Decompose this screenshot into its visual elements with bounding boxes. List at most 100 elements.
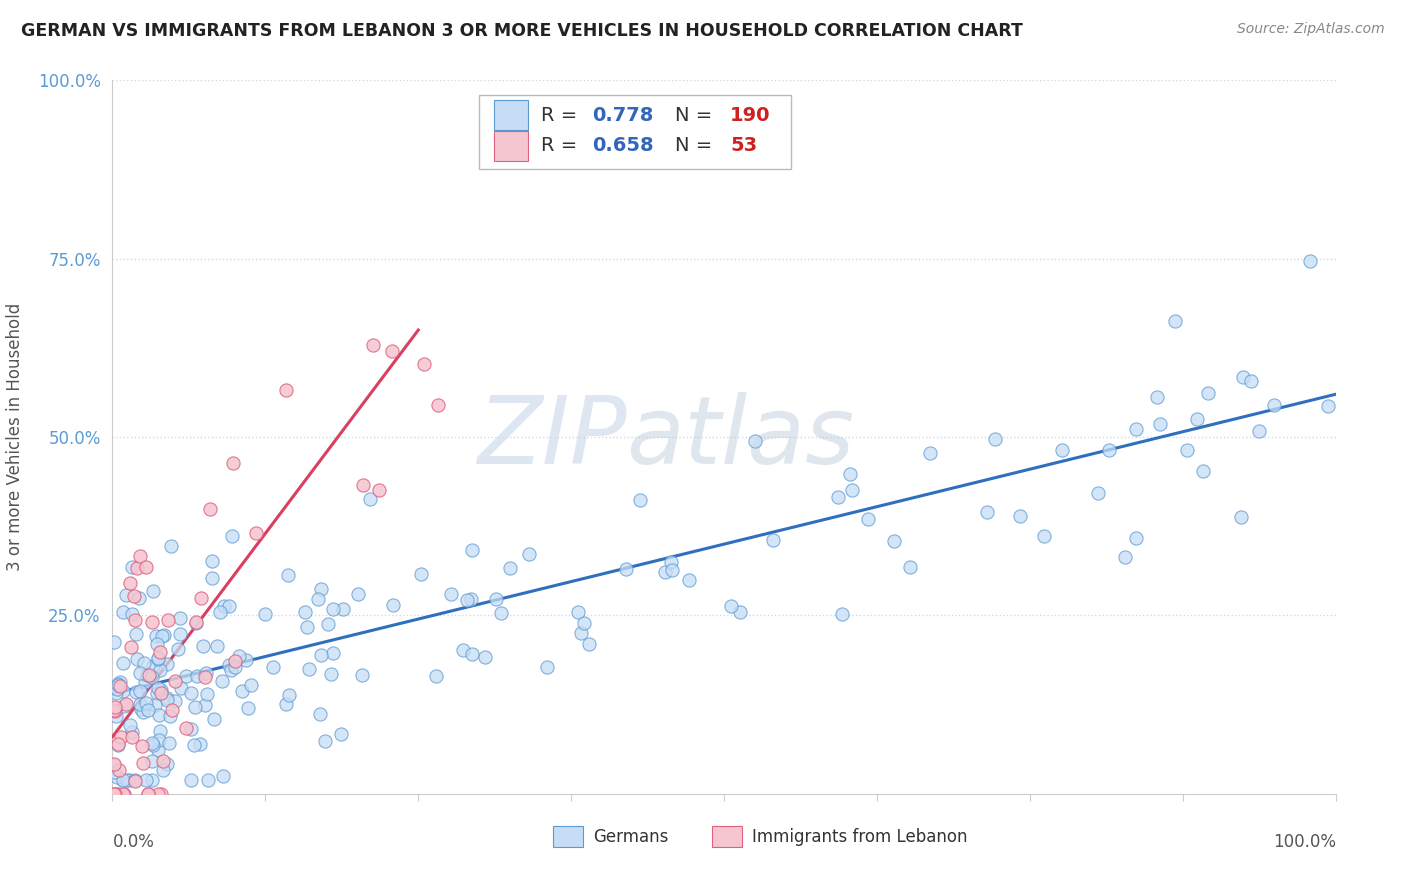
Point	[149, 723, 172, 738]
Point	[197, 772, 219, 787]
Point	[141, 736, 163, 750]
Point	[103, 765, 125, 780]
Point	[1230, 509, 1253, 524]
Point	[174, 722, 197, 736]
Point	[103, 757, 125, 772]
Point	[630, 492, 652, 507]
Point	[461, 542, 484, 557]
Point	[149, 787, 172, 801]
Point	[156, 757, 179, 772]
Point	[188, 737, 211, 751]
Point	[148, 733, 170, 747]
Text: atlas: atlas	[626, 392, 855, 483]
Point	[307, 592, 329, 607]
Point	[125, 684, 148, 698]
Point	[146, 652, 169, 666]
Point	[838, 467, 860, 481]
Point	[239, 677, 262, 691]
Point	[314, 734, 336, 748]
Point	[121, 607, 143, 621]
Point	[111, 772, 134, 787]
Point	[276, 697, 298, 711]
Point	[118, 576, 141, 591]
Point	[277, 688, 299, 702]
Point	[129, 698, 152, 712]
Point	[194, 670, 217, 684]
Text: R =: R =	[541, 106, 583, 125]
Point	[984, 432, 1007, 446]
Text: R =: R =	[541, 136, 583, 155]
Point	[103, 787, 125, 801]
Point	[567, 605, 589, 619]
Point	[107, 787, 129, 801]
Point	[411, 566, 433, 581]
Point	[111, 657, 134, 671]
Point	[184, 700, 207, 714]
Point	[1197, 386, 1219, 401]
Point	[1316, 399, 1339, 413]
Point	[1052, 443, 1074, 458]
Point	[118, 772, 141, 787]
Point	[149, 663, 172, 677]
Point	[309, 707, 332, 722]
Point	[536, 660, 558, 674]
Point	[1114, 549, 1136, 564]
Point	[135, 772, 157, 787]
Point	[352, 667, 374, 681]
Point	[201, 554, 224, 568]
Text: 0.0%: 0.0%	[112, 833, 155, 851]
Point	[1263, 398, 1285, 412]
Point	[169, 611, 191, 625]
Point	[148, 645, 170, 659]
Point	[186, 615, 208, 629]
Point	[1185, 412, 1208, 426]
Point	[1087, 485, 1109, 500]
Point	[132, 756, 155, 771]
Point	[224, 655, 246, 669]
Point	[146, 681, 169, 695]
Point	[578, 637, 600, 651]
Point	[359, 491, 381, 506]
Point	[160, 539, 183, 553]
Point	[112, 698, 135, 713]
Point	[295, 620, 318, 634]
Point	[111, 772, 134, 787]
Point	[110, 731, 132, 745]
Point	[156, 657, 179, 671]
Point	[107, 678, 129, 692]
Point	[142, 584, 165, 599]
Point	[274, 383, 297, 397]
Y-axis label: 3 or more Vehicles in Household: 3 or more Vehicles in Household	[6, 303, 24, 571]
Text: Immigrants from Lebanon: Immigrants from Lebanon	[752, 828, 967, 846]
Point	[1125, 421, 1147, 435]
Text: GERMAN VS IMMIGRANTS FROM LEBANON 3 OR MORE VEHICLES IN HOUSEHOLD CORRELATION CH: GERMAN VS IMMIGRANTS FROM LEBANON 3 OR M…	[21, 22, 1024, 40]
Point	[298, 662, 321, 676]
Point	[159, 708, 181, 723]
Point	[254, 607, 277, 621]
Point	[112, 787, 135, 801]
Point	[352, 478, 374, 492]
Point	[332, 602, 354, 616]
Point	[183, 738, 205, 752]
Point	[294, 605, 316, 619]
Point	[129, 549, 152, 564]
Point	[461, 647, 484, 661]
Point	[218, 657, 240, 672]
Text: 0.658: 0.658	[592, 136, 654, 155]
Point	[167, 642, 190, 657]
Point	[361, 338, 384, 352]
Point	[236, 701, 259, 715]
Point	[169, 626, 191, 640]
Point	[150, 629, 173, 643]
Point	[841, 483, 863, 497]
Point	[115, 697, 138, 711]
Point	[127, 652, 149, 666]
Text: N =: N =	[675, 136, 718, 155]
Text: 190: 190	[730, 106, 770, 125]
Point	[150, 683, 173, 698]
Point	[120, 718, 142, 732]
Point	[485, 591, 508, 606]
Point	[193, 640, 215, 654]
Point	[186, 668, 208, 682]
Point	[146, 787, 169, 801]
